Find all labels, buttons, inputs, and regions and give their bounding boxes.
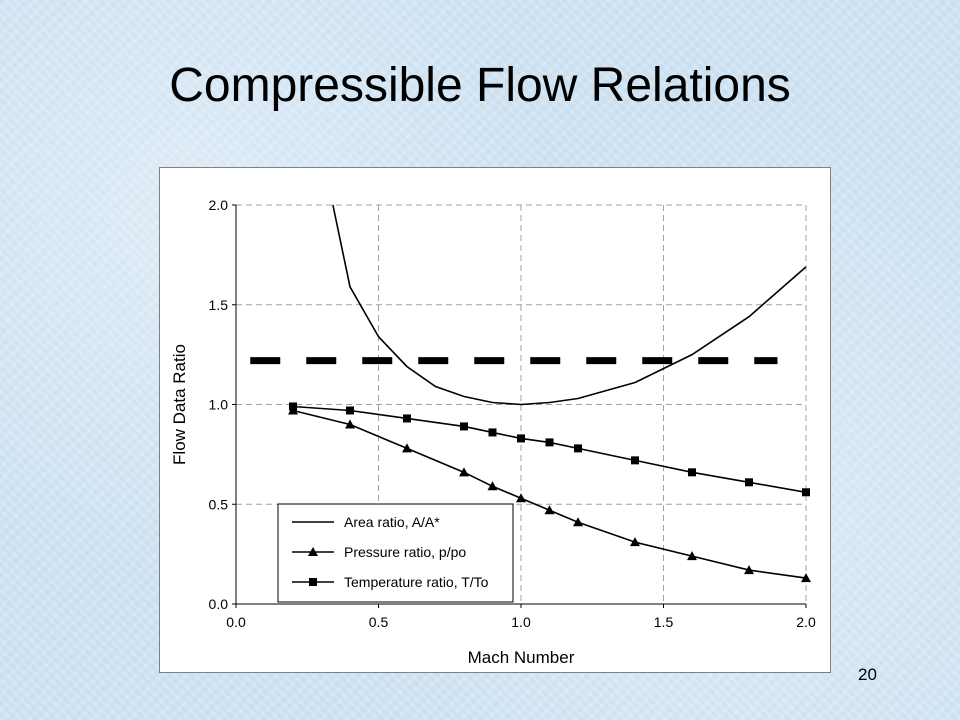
square-marker — [460, 422, 468, 431]
square-marker — [631, 456, 639, 465]
y-tick-label: 2.0 — [209, 197, 229, 213]
series-line — [292, 409, 807, 579]
series-line — [332, 204, 807, 406]
y-axis-title: Flow Data Ratio — [170, 344, 189, 465]
legend-box — [277, 503, 514, 603]
x-tick-label: 1.5 — [654, 614, 674, 630]
triangle-marker — [459, 467, 469, 477]
triangle-marker — [744, 565, 754, 575]
legend-label: Area ratio, A/A* — [344, 514, 440, 530]
triangle-marker — [516, 493, 526, 503]
triangle-marker — [630, 537, 640, 547]
square-marker — [309, 578, 317, 586]
chart-panel: 0.0 0.5 1.0 1.5 2.0 0.0 0.5 1.0 1.5 2.0 Mach Numbe… — [159, 167, 831, 673]
triangle-marker — [402, 443, 412, 453]
triangle-marker — [801, 573, 811, 583]
x-tick-label: 0.0 — [226, 614, 246, 630]
y-tick-label: 1.5 — [209, 297, 229, 313]
square-marker — [289, 402, 297, 411]
x-tick-label: 0.5 — [369, 614, 389, 630]
slide-title: Compressible Flow Relations — [169, 59, 791, 112]
x-tick-label: 2.0 — [796, 614, 816, 630]
slide-number: 20 — [858, 665, 877, 684]
triangle-marker — [544, 505, 555, 515]
square-marker — [802, 488, 810, 497]
series-layer — [288, 204, 811, 583]
y-tick-label: 0.0 — [209, 596, 229, 612]
legend-label: Temperature ratio, T/To — [344, 574, 489, 590]
square-marker — [403, 414, 411, 423]
square-marker — [346, 406, 354, 415]
square-marker — [574, 444, 582, 453]
square-marker — [745, 478, 753, 487]
triangle-marker — [487, 481, 498, 491]
y-tick-label: 1.0 — [209, 397, 229, 413]
triangle-marker — [687, 551, 697, 561]
line-chart: 0.0 0.5 1.0 1.5 2.0 0.0 0.5 1.0 1.5 2.0 Mach Numbe… — [170, 197, 816, 667]
square-marker — [488, 428, 497, 437]
triangle-marker — [345, 419, 355, 429]
square-marker — [545, 438, 554, 447]
square-marker — [517, 434, 525, 443]
triangle-marker — [573, 517, 583, 527]
square-marker — [688, 468, 696, 477]
axis-layer: 0.0 0.5 1.0 1.5 2.0 0.0 0.5 1.0 1.5 2.0 Mach Numbe… — [170, 197, 816, 667]
legend: Area ratio, A/A* Pressure ratio, p/po Temp… — [277, 503, 514, 603]
triangle-marker — [308, 547, 318, 556]
legend-label: Pressure ratio, p/po — [344, 544, 466, 560]
series-line — [292, 405, 807, 494]
x-axis-title: Mach Number — [468, 648, 575, 667]
x-tick-label: 1.0 — [511, 614, 531, 630]
y-tick-label: 0.5 — [209, 496, 229, 512]
